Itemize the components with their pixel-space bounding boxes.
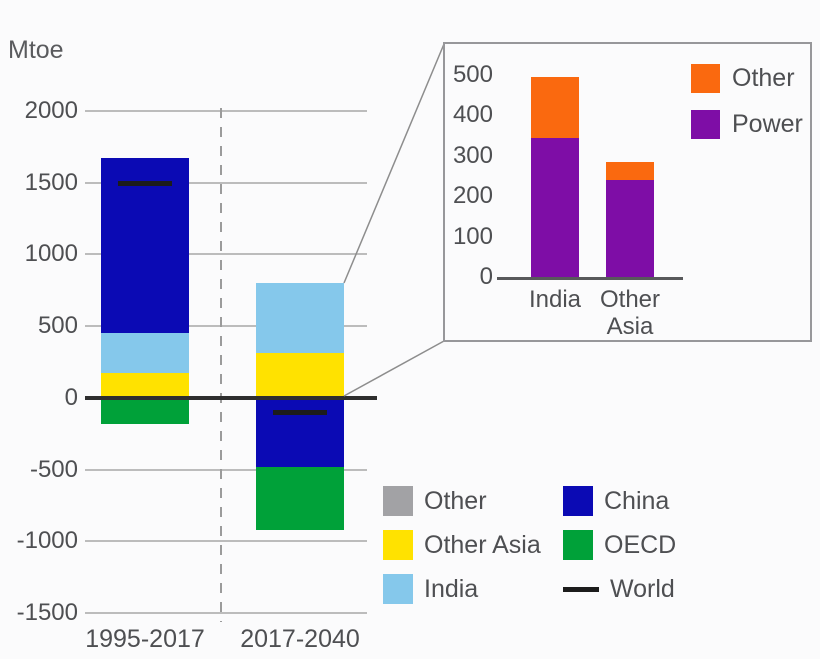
bar-segment-china (101, 158, 189, 334)
y-tick-label: -500 (29, 455, 78, 483)
y-tick-label: 1500 (24, 168, 78, 196)
legend-label: India (424, 574, 479, 603)
y-tick-label: -1500 (16, 599, 78, 626)
category-separator (220, 108, 222, 622)
legend-label: Other Asia (424, 530, 541, 559)
inset-panel: 0 100 200 300 400 500 India Other Asia Other Powe… (443, 42, 812, 342)
world-marker (273, 410, 327, 416)
inset-y-tick-label: 0 (479, 263, 493, 290)
inset-legend-label: Power (732, 110, 803, 138)
y-tick-label: 1000 (24, 240, 78, 268)
legend-label: China (604, 486, 670, 515)
gridline (85, 110, 367, 112)
x-axis-label: 2017-2040 (240, 625, 360, 653)
world-line-swatch (563, 574, 599, 604)
legend-swatch (563, 530, 593, 560)
inset-x-label: Other Asia (599, 286, 661, 340)
legend-swatch (383, 530, 413, 560)
inset-x-label: India (528, 286, 582, 313)
y-tick-label: -1000 (16, 527, 78, 555)
inset-legend-item: Other (691, 64, 795, 93)
bar-segment-oecd (256, 466, 344, 530)
legend-swatch (383, 574, 413, 604)
legend-item: Other Asia (383, 530, 563, 560)
inset-axis-line (497, 277, 683, 280)
zero-line (85, 395, 377, 400)
chart-legend: Other China Other Asia OECD India World (383, 486, 676, 604)
inset-bar-segment-power (606, 180, 654, 277)
inset-y-tick-label: 500 (452, 61, 493, 88)
legend-item: World (563, 574, 676, 604)
gridline (85, 253, 367, 256)
inset-legend-label: Other (732, 64, 795, 92)
world-line (563, 586, 599, 592)
gridline (85, 612, 367, 614)
inset-y-tick-label: 100 (452, 222, 493, 250)
inset-legend-swatch (691, 64, 720, 93)
legend-swatch (383, 486, 413, 516)
y-tick-label: 2000 (24, 97, 78, 124)
world-marker (118, 180, 172, 186)
legend-item: India (383, 574, 563, 604)
y-tick-label: 500 (37, 312, 78, 340)
bar-segment-other-asia (256, 353, 344, 398)
bar-segment-india (101, 333, 189, 374)
gridline (85, 540, 367, 543)
legend-label: World (610, 574, 675, 603)
x-axis-label: 1995-2017 (85, 625, 205, 653)
bar-segment-india (256, 283, 344, 354)
bar-segment-oecd (101, 397, 189, 424)
inset-bar-segment-other (606, 161, 654, 181)
gridline (85, 468, 367, 471)
legend-label: OECD (604, 530, 677, 559)
inset-y-tick-label: 200 (452, 182, 493, 210)
bar-segment-china (256, 397, 344, 467)
legend-item: Other (383, 486, 563, 516)
legend-label: Other (424, 486, 487, 515)
legend-item: OECD (563, 530, 676, 560)
gridline (85, 325, 367, 328)
gridline (85, 181, 367, 184)
inset-bar-segment-other (531, 77, 579, 138)
legend-item: China (563, 486, 676, 516)
inset-legend-swatch (691, 110, 720, 139)
inset-y-tick-label: 300 (452, 141, 493, 169)
inset-legend-item: Power (691, 110, 803, 139)
inset-y-tick-label: 400 (452, 101, 493, 129)
y-tick-label: 0 (64, 383, 78, 411)
inset-bar-segment-power (531, 137, 579, 277)
legend-swatch (563, 486, 593, 516)
bar-segment-other-asia (101, 373, 189, 398)
y-axis-title: Mtoe (8, 36, 64, 64)
